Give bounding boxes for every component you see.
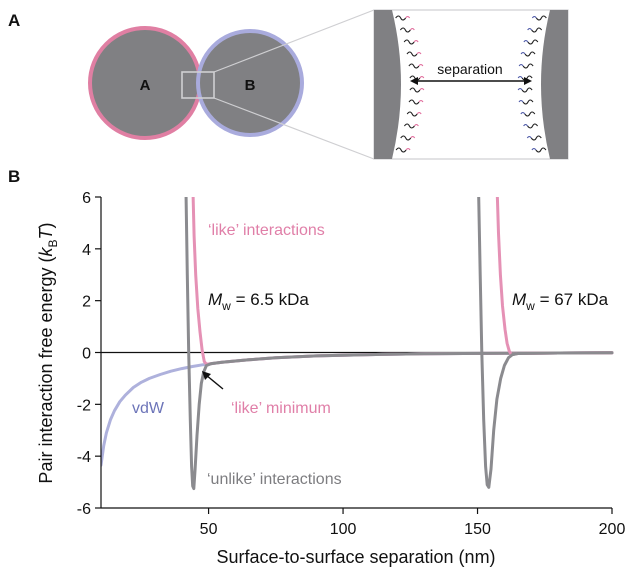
- series-layer: [101, 197, 614, 491]
- ligand: [531, 27, 543, 33]
- y-axis-ticks: -6 -4 -2 0 2 4 6: [77, 190, 101, 518]
- separation-arrowhead-left: [410, 77, 418, 85]
- x-tick-label: 150: [464, 521, 491, 538]
- ligand-end: [517, 87, 523, 91]
- ligand-end: [531, 15, 537, 19]
- x-tick-label: 100: [330, 521, 357, 538]
- y-tick-label: 0: [82, 346, 91, 363]
- ligand-end: [413, 123, 419, 127]
- ligand-end: [531, 147, 537, 151]
- ligand-end: [520, 111, 526, 115]
- ligand-end: [418, 99, 424, 103]
- ligand-end: [405, 15, 411, 19]
- ligand-end: [518, 99, 524, 103]
- ligand-end: [518, 63, 524, 67]
- x-tick-label: 50: [200, 521, 218, 538]
- ligand-end: [409, 27, 415, 31]
- ligand-end: [410, 135, 416, 139]
- ligand: [395, 147, 407, 153]
- x-tick-label: 200: [599, 521, 626, 538]
- separation-label: separation: [437, 61, 502, 77]
- annotation-vdw: vdW: [132, 400, 165, 417]
- particle-a-label: A: [140, 77, 151, 94]
- ligand-end: [405, 147, 411, 151]
- panel-a-schematic: A B separation: [88, 9, 569, 160]
- ligand: [527, 123, 539, 129]
- ligand: [406, 51, 418, 57]
- annotation-like-interactions: ‘like’ interactions: [208, 222, 325, 239]
- ligand: [406, 111, 418, 117]
- annotation-unlike-interactions: ‘unlike’ interactions: [207, 471, 342, 488]
- zoom-line-bottom: [213, 97, 375, 160]
- zoom-inset: separation: [373, 9, 569, 160]
- x-axis-ticks: 50 100 150 200: [200, 508, 626, 538]
- ligand: [530, 135, 542, 141]
- like-minimum-arrowhead: [202, 371, 211, 380]
- ligand: [535, 147, 547, 153]
- particle-b: [196, 29, 304, 137]
- ligand-end: [418, 63, 424, 67]
- ligand-end: [517, 75, 523, 79]
- series-unlike_long: [477, 197, 614, 489]
- annotation-mw-long: Mw = 67 kDa: [512, 290, 609, 313]
- ligand: [395, 15, 407, 21]
- ligand-end: [416, 111, 422, 115]
- ligand: [409, 75, 421, 81]
- series-unlike_short: [184, 197, 614, 491]
- y-tick-label: -6: [77, 501, 91, 518]
- ligand-end: [520, 51, 526, 55]
- ligand-end: [527, 27, 533, 31]
- ligands-left: [395, 15, 425, 153]
- panel-b-label: B: [8, 167, 20, 186]
- y-tick-label: 6: [82, 190, 91, 207]
- ligand: [399, 27, 411, 33]
- y-tick-label: -4: [77, 449, 91, 466]
- ligand: [535, 15, 547, 21]
- inset-surface-a: [374, 10, 401, 159]
- ligand: [521, 75, 533, 81]
- series-like_short: [191, 197, 614, 366]
- ligand: [521, 87, 533, 93]
- y-axis-label: Pair interaction free energy (kBT): [36, 222, 60, 483]
- ligand: [403, 123, 415, 129]
- ligand-end: [523, 39, 529, 43]
- y-tick-label: 2: [82, 294, 91, 311]
- ligand: [403, 39, 415, 45]
- ligand-end: [526, 135, 532, 139]
- annotation-mw-short: Mw = 6.5 kDa: [208, 290, 309, 313]
- ligand: [400, 135, 412, 141]
- ligand: [522, 63, 534, 69]
- zoom-line-top: [213, 9, 375, 73]
- series-like_long: [495, 197, 614, 357]
- y-tick-label: -2: [77, 397, 91, 414]
- y-tick-label: 4: [82, 242, 91, 259]
- ligand: [524, 111, 536, 117]
- ligand-end: [419, 87, 425, 91]
- ligand: [522, 99, 534, 105]
- series-vdw: [101, 351, 614, 467]
- ligand-end: [413, 39, 419, 43]
- ligand: [409, 87, 421, 93]
- zoom-box: [181, 71, 215, 99]
- ligand: [408, 63, 420, 69]
- panel-a-label: A: [8, 11, 20, 30]
- ligand-end: [416, 51, 422, 55]
- x-axis-label: Surface-to-surface separation (nm): [216, 547, 495, 567]
- separation-arrowhead-right: [524, 77, 532, 85]
- annotation-like-minimum: ‘like’ minimum: [231, 400, 331, 417]
- ligand-end: [523, 123, 529, 127]
- ligand: [408, 99, 420, 105]
- particle-b-label: B: [245, 77, 256, 94]
- ligand-end: [419, 75, 425, 79]
- ligand: [524, 51, 536, 57]
- inset-surface-b: [541, 10, 568, 159]
- ligands-right: [517, 15, 547, 153]
- like-minimum-arrow: [205, 374, 224, 390]
- chart: -6 -4 -2 0 2 4 6 50 100 150 200 ‘like’ interactio…: [36, 190, 625, 567]
- ligand: [527, 39, 539, 45]
